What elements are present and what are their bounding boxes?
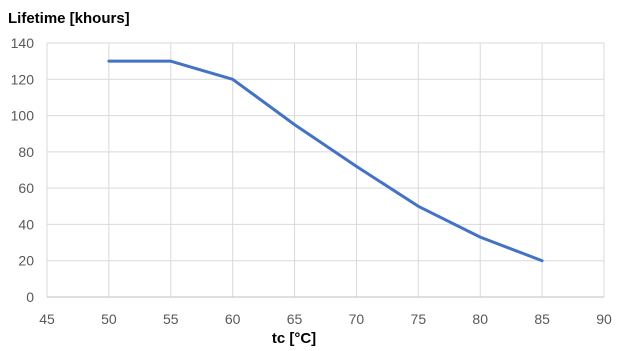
- data-point: [169, 60, 172, 63]
- y-tick-label: 20: [18, 253, 34, 269]
- x-tick-label: 50: [101, 311, 117, 327]
- x-tick-label: 45: [39, 311, 55, 327]
- data-point: [293, 123, 296, 126]
- x-axis-title: tc [°C]: [272, 330, 316, 347]
- data-point: [107, 60, 110, 63]
- y-tick-labels: 0 20 40 60 80 100 120 140: [11, 35, 35, 305]
- y-tick-label: 0: [26, 289, 34, 305]
- x-tick-label: 75: [411, 311, 427, 327]
- data-point: [355, 165, 358, 168]
- x-tick-label: 60: [225, 311, 241, 327]
- y-tick-label: 80: [18, 144, 34, 160]
- y-tick-label: 40: [18, 216, 34, 232]
- data-point: [231, 78, 234, 81]
- data-point: [417, 205, 420, 208]
- series-line: [107, 59, 544, 263]
- x-tick-label: 65: [287, 311, 303, 327]
- x-tick-labels: 45 50 55 60 65 70 75 80 85 90: [39, 311, 612, 327]
- y-tick-label: 140: [11, 35, 35, 51]
- data-point: [479, 236, 482, 239]
- y-axis-title: Lifetime [khours]: [8, 10, 130, 27]
- series-layer: [107, 59, 544, 263]
- y-tick-label: 60: [18, 180, 34, 196]
- data-point: [541, 259, 544, 262]
- x-tick-label: 55: [163, 311, 179, 327]
- x-tick-label: 85: [534, 311, 550, 327]
- x-tick-label: 90: [596, 311, 612, 327]
- x-tick-label: 80: [472, 311, 488, 327]
- y-tick-label: 120: [11, 71, 35, 87]
- x-tick-label: 70: [349, 311, 365, 327]
- y-tick-label: 100: [11, 108, 35, 124]
- grid-layer: [46, 42, 605, 297]
